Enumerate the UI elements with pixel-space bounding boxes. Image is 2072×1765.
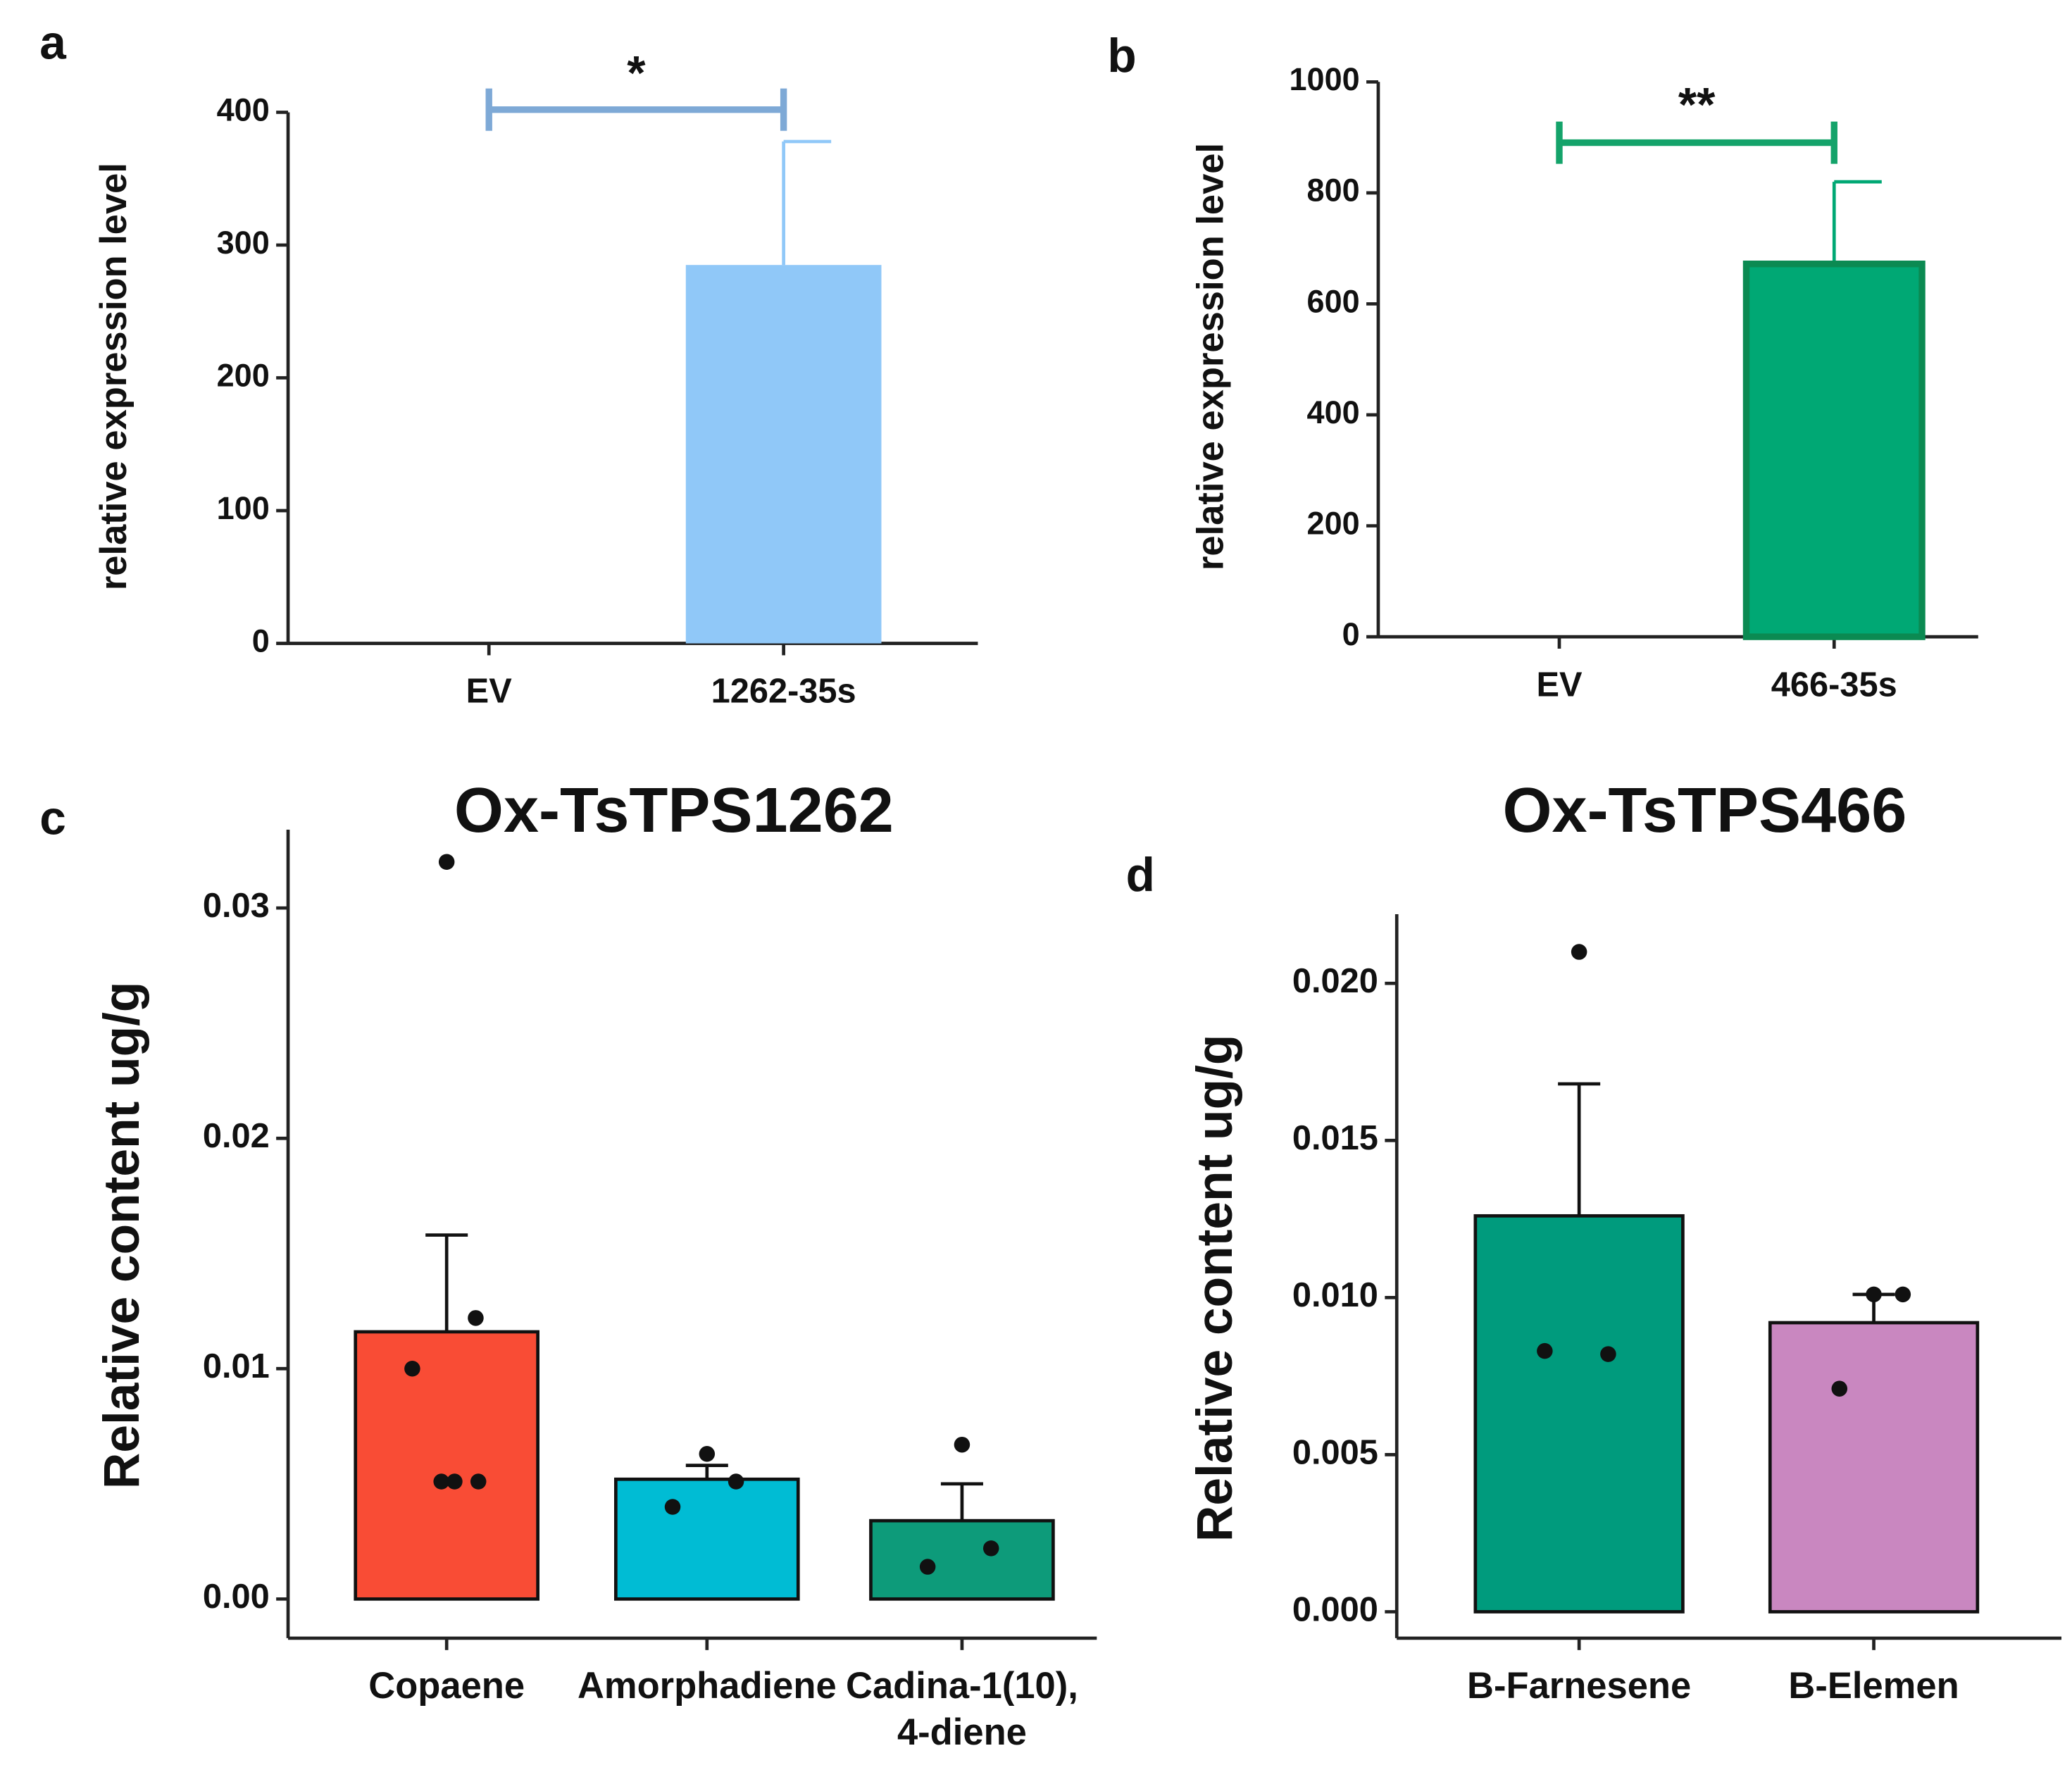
y-tick-label: 0.015 — [1292, 1119, 1378, 1157]
data-point — [1895, 1286, 1911, 1303]
y-tick-label: 0.005 — [1292, 1433, 1378, 1471]
panel-label: b — [1107, 30, 1136, 82]
y-tick-label: 0.020 — [1292, 962, 1378, 1000]
data-point — [728, 1473, 744, 1490]
panel-label: d — [1126, 849, 1155, 902]
panel-label: c — [39, 792, 66, 845]
y-tick-label: 1000 — [1290, 61, 1360, 97]
data-point — [1831, 1380, 1848, 1397]
panel-label: a — [39, 17, 66, 70]
y-tick-label: 600 — [1307, 283, 1360, 319]
x-tick-label: 1262-35s — [711, 673, 856, 711]
data-point — [1571, 944, 1587, 960]
data-point — [470, 1473, 487, 1490]
x-tick-label: EV — [1536, 666, 1583, 704]
x-tick-label: EV — [466, 673, 513, 711]
y-tick-label: 400 — [1307, 394, 1360, 430]
y-tick-label: 400 — [217, 92, 270, 127]
x-tick-label: B-Farnesene — [1467, 1665, 1691, 1707]
y-tick-label: 0.02 — [203, 1117, 270, 1155]
y-tick-label: 0.01 — [203, 1347, 270, 1385]
y-tick-label: 0.00 — [203, 1578, 270, 1616]
bar — [613, 1477, 800, 1601]
x-tick-label: Amorphadiene — [578, 1665, 837, 1707]
data-point — [699, 1446, 716, 1462]
y-axis-label: Relative content ug/g — [94, 982, 150, 1490]
data-point — [954, 1436, 971, 1453]
y-tick-label: 0 — [252, 623, 270, 659]
x-tick-label: Copaene — [368, 1665, 525, 1707]
bar — [354, 1330, 539, 1601]
data-point — [664, 1499, 681, 1515]
y-tick-label: 0.03 — [203, 887, 270, 925]
data-point — [404, 1361, 420, 1377]
chart-title: Ox-TsTPS1262 — [454, 775, 894, 846]
y-tick-label: 200 — [217, 357, 270, 393]
data-point — [919, 1559, 936, 1575]
bar — [685, 265, 882, 644]
y-axis-label: relative expression level — [1190, 143, 1231, 570]
significance-label: ** — [1678, 79, 1716, 132]
data-point — [468, 1310, 484, 1326]
data-point — [1600, 1346, 1616, 1362]
data-point — [447, 1473, 463, 1490]
bar — [1742, 261, 1926, 640]
bar — [869, 1518, 1055, 1601]
x-tick-label: 466-35s — [1771, 666, 1897, 704]
y-tick-label: 0 — [1342, 616, 1360, 652]
y-tick-label: 0.010 — [1292, 1276, 1378, 1314]
y-tick-label: 100 — [217, 490, 270, 526]
bar — [1768, 1321, 1980, 1614]
y-tick-label: 0.000 — [1292, 1590, 1378, 1628]
data-point — [1866, 1286, 1882, 1303]
data-point — [982, 1540, 999, 1557]
y-axis-label: Relative content ug/g — [1187, 1035, 1243, 1542]
x-tick-label: Cadina-1(10), 4-diene — [846, 1665, 1078, 1753]
data-point — [433, 1473, 449, 1490]
significance-label: * — [627, 47, 646, 100]
y-tick-label: 200 — [1307, 505, 1360, 541]
y-tick-label: 800 — [1307, 173, 1360, 208]
data-point — [438, 854, 455, 871]
bar — [1473, 1214, 1685, 1614]
y-axis-label: relative expression level — [93, 163, 135, 590]
x-tick-label: B-Elemen — [1788, 1665, 1959, 1707]
y-tick-label: 300 — [217, 225, 270, 261]
data-point — [1537, 1342, 1553, 1359]
chart-title: Ox-TsTPS466 — [1502, 775, 1906, 846]
